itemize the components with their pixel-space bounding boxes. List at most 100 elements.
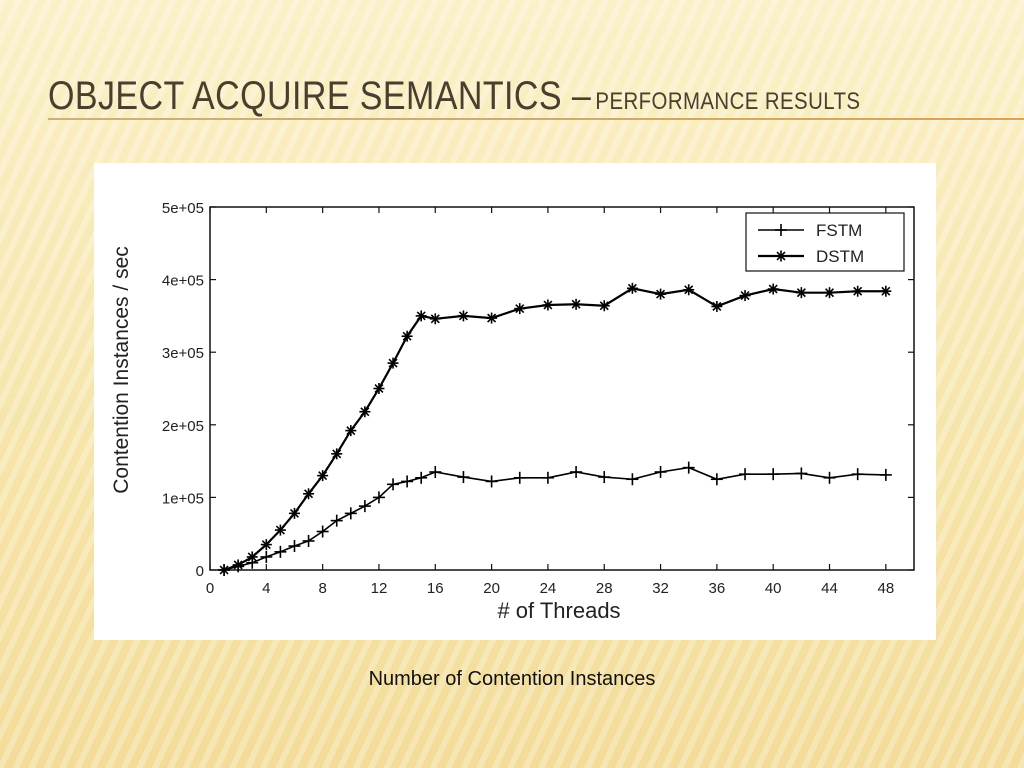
star-marker [288, 507, 300, 519]
plus-marker [260, 550, 273, 563]
marker-stroke-d2 [740, 291, 750, 301]
marker-stroke-d2 [656, 289, 666, 299]
legend-box [745, 212, 905, 272]
marker-stroke-d2 [247, 552, 257, 562]
star-marker [218, 564, 230, 576]
marker-stroke-d2 [318, 471, 328, 481]
marker-stroke-d2 [289, 508, 300, 518]
y-tick-label: 4e+05 [162, 273, 204, 290]
star-marker [331, 448, 343, 460]
star-marker [739, 290, 751, 302]
marker-stroke-d2 [543, 300, 553, 310]
marker-stroke-d2 [571, 299, 581, 309]
x-tick-label: 16 [427, 580, 444, 597]
marker-stroke-d2 [881, 286, 891, 296]
x-tick-label: 24 [540, 580, 557, 597]
x-tick-label: 32 [652, 580, 669, 597]
plus-marker [415, 471, 428, 484]
x-axis-label: # of Threads [497, 598, 620, 623]
slide-title-sub: Performance Results [595, 88, 861, 115]
y-tick-label: 1e+05 [162, 490, 204, 507]
marker-stroke-d2 [627, 283, 637, 293]
plus-marker [767, 468, 780, 481]
plus-marker [541, 471, 554, 484]
star-marker [232, 559, 244, 571]
x-tick-label: 36 [709, 580, 726, 597]
x-tick-label: 20 [483, 580, 500, 597]
plus-marker [316, 525, 329, 538]
star-marker [852, 285, 864, 297]
star-marker [457, 310, 469, 322]
x-tick-label: 28 [596, 580, 613, 597]
star-marker [246, 551, 258, 563]
plus-marker [851, 468, 864, 481]
marker-stroke-d2 [346, 426, 356, 436]
title-underline [48, 118, 1024, 120]
marker-stroke-d2 [388, 358, 398, 368]
marker-stroke-d2 [768, 284, 778, 294]
marker-stroke-d2 [402, 331, 412, 341]
marker-stroke-d2 [233, 560, 243, 570]
star-marker [655, 288, 667, 300]
star-marker [683, 284, 695, 296]
plus-marker [598, 471, 611, 484]
star-marker [387, 357, 399, 369]
star-marker [486, 312, 498, 324]
plus-marker [823, 471, 836, 484]
x-tick-label: 4 [262, 580, 270, 597]
marker-stroke-d2 [275, 525, 285, 535]
legend-label-dstm: DSTM [816, 247, 864, 266]
marker-stroke-d2 [824, 288, 835, 298]
marker-stroke-d2 [430, 314, 440, 324]
plus-marker [739, 468, 752, 481]
star-marker [570, 298, 582, 310]
plus-marker [344, 507, 357, 520]
star-marker [880, 285, 892, 297]
x-tick-label: 40 [765, 580, 782, 597]
star-marker [767, 283, 779, 295]
plus-marker [274, 545, 287, 558]
marker-stroke-d2 [515, 304, 525, 314]
marker-stroke-d2 [332, 449, 342, 459]
x-tick-label: 0 [206, 580, 214, 597]
star-marker [542, 299, 554, 311]
plus-marker [358, 500, 371, 513]
star-marker [345, 425, 357, 437]
y-tick-label: 2e+05 [162, 418, 204, 435]
marker-stroke-d2 [219, 565, 229, 575]
marker-stroke-d2 [261, 540, 271, 550]
plus-marker [775, 224, 787, 236]
marker-stroke-d2 [360, 407, 370, 417]
legend-label-fstm: FSTM [816, 221, 862, 240]
plus-marker [795, 467, 808, 480]
marker-stroke-d2 [487, 313, 497, 323]
y-axis-label: Contention Instances / sec [110, 246, 133, 493]
marker-stroke-d2 [776, 251, 786, 261]
plus-marker [302, 534, 315, 547]
star-marker [775, 250, 787, 262]
star-marker [303, 488, 315, 500]
star-marker [795, 287, 807, 299]
marker-stroke-d2 [304, 489, 314, 499]
plus-marker [513, 471, 526, 484]
star-marker [429, 313, 441, 325]
plus-marker [710, 473, 723, 486]
star-marker [598, 300, 610, 312]
chart-panel: 0 1e+05 2e+05 3e+05 4e+05 5e+05 0 4 8 12 16 20 24 28… [94, 163, 936, 640]
x-tick-label: 8 [318, 580, 326, 597]
plus-marker [457, 471, 470, 484]
star-marker [373, 383, 385, 394]
plus-marker [387, 478, 400, 491]
star-marker [514, 303, 526, 315]
star-marker [626, 282, 638, 294]
plus-marker [879, 468, 892, 481]
plus-marker [682, 461, 695, 474]
star-marker [415, 310, 427, 322]
y-tick-label: 0 [196, 563, 204, 580]
y-tick-label: 5e+05 [162, 200, 204, 217]
star-marker [824, 287, 836, 299]
marker-stroke-d2 [458, 311, 468, 321]
plus-marker [401, 475, 414, 488]
chart-caption: Number of Contention Instances [368, 668, 656, 690]
